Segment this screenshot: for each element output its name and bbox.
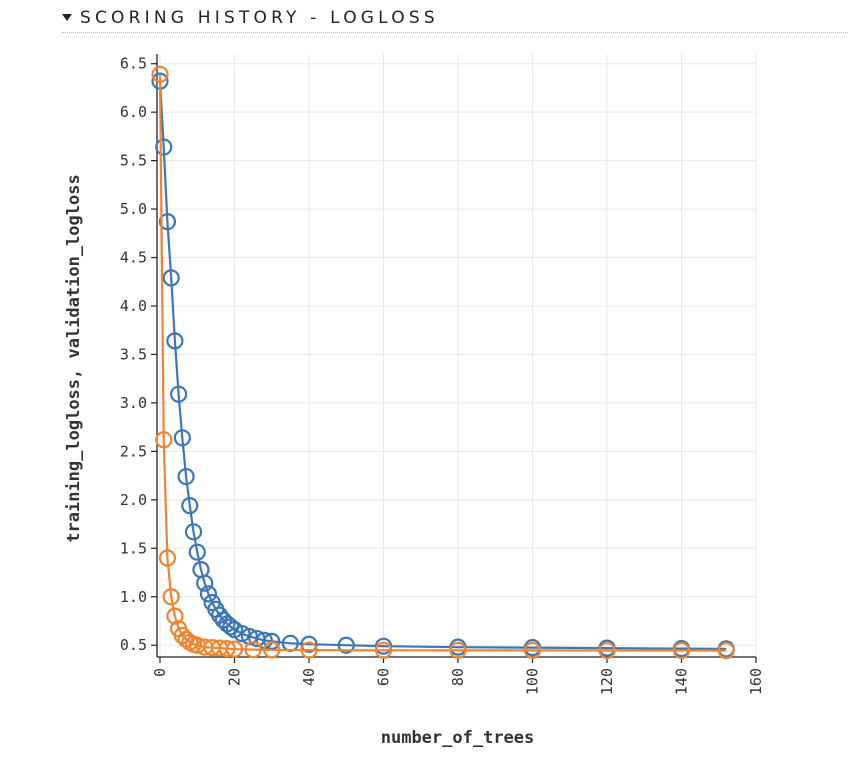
x-tick-label: 40 (300, 668, 318, 686)
x-tick-label: 160 (747, 668, 765, 695)
y-tick-label: 2.5 (120, 442, 147, 460)
data-point (717, 642, 735, 660)
series-2 (151, 65, 735, 660)
data-point (300, 641, 318, 659)
data-point (199, 585, 218, 603)
data-point (184, 523, 203, 541)
section-header[interactable]: SCORING HISTORY - LOGLOSS (62, 6, 848, 33)
data-point (181, 497, 199, 515)
data-point (523, 641, 542, 660)
y-tick-label: 1.5 (120, 539, 147, 557)
x-axis-title: number_of_trees (381, 728, 535, 748)
data-point (162, 588, 180, 606)
data-point (166, 607, 184, 625)
y-tick-label: 0.5 (120, 636, 147, 654)
y-tick-label: 2.0 (120, 491, 147, 509)
data-point (300, 635, 318, 653)
data-point (188, 543, 206, 561)
data-point (449, 641, 467, 659)
y-tick-label: 4.5 (120, 249, 147, 267)
y-tick-label: 4.0 (120, 297, 147, 315)
data-point (158, 213, 177, 231)
data-point (233, 624, 251, 643)
x-tick-label: 140 (673, 668, 691, 695)
data-point (196, 574, 214, 592)
data-point (177, 467, 195, 486)
data-point (162, 269, 180, 287)
y-tick-label: 6.0 (120, 103, 147, 121)
x-tick-label: 80 (449, 668, 467, 686)
caret-down-icon[interactable] (62, 14, 72, 21)
y-tick-label: 1.0 (120, 588, 147, 606)
data-point (244, 640, 262, 659)
y-tick-label: 5.0 (120, 200, 147, 218)
data-point (155, 138, 173, 156)
x-tick-label: 100 (524, 668, 542, 695)
data-point (170, 385, 188, 403)
data-point (337, 636, 355, 654)
x-tick-label: 120 (598, 668, 616, 695)
data-point (151, 65, 169, 83)
data-point (158, 549, 177, 567)
data-point (374, 641, 393, 659)
data-point (225, 640, 244, 658)
x-tick-label: 0 (151, 668, 169, 677)
y-tick-label: 6.5 (120, 55, 147, 73)
y-axis-title: training_logloss, validation_logloss (64, 174, 84, 542)
x-tick-label: 20 (226, 668, 244, 686)
data-point (155, 431, 173, 449)
section-title: SCORING HISTORY - LOGLOSS (80, 8, 439, 28)
x-tick-label: 60 (375, 668, 393, 686)
data-point (598, 641, 616, 660)
y-tick-label: 3.0 (120, 394, 147, 412)
grid-lines (157, 54, 757, 657)
series-line (158, 81, 727, 650)
y-tick-label: 5.5 (120, 152, 147, 170)
data-point (173, 429, 191, 447)
data-point (166, 332, 184, 350)
y-tick-label: 3.5 (120, 345, 147, 363)
data-point (218, 640, 236, 658)
data-point (263, 641, 281, 659)
data-point (672, 641, 691, 660)
